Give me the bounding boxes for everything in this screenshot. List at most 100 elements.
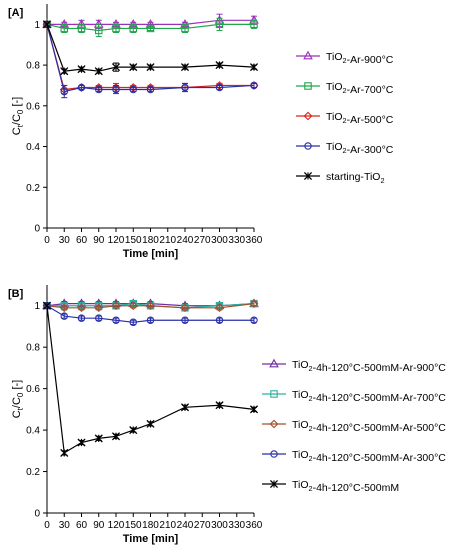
panelB-series-3-point: [59, 303, 69, 313]
panelA-series-5-point: [180, 63, 190, 72]
panelB-series-3-point: [94, 303, 104, 313]
panelA-y-tick-label: 0.8: [26, 61, 40, 72]
panelA-series-5-point: [60, 67, 69, 76]
panelB-series-3-line: [46, 303, 255, 309]
panelA-legend-label: TiO2-Ar-700°C: [326, 81, 394, 96]
panelA-series-3-line: [46, 24, 254, 91]
panelA-legend-label: TiO2-Ar-900°C: [326, 51, 394, 66]
panelA-legend-label: TiO2-Ar-300°C: [326, 141, 394, 156]
panelA-series-2-point: [181, 24, 189, 33]
panelB-x-tick-label: 360: [246, 520, 263, 531]
panelB-x-tick-label: 0: [44, 520, 50, 531]
panelA-legend-swatch-marker: [304, 142, 312, 150]
panelB-legend-swatch-marker: [270, 450, 278, 458]
panelA-series-2-point: [60, 24, 68, 33]
panelB-legend-swatch-marker: [269, 419, 279, 429]
panelB-legend-label: TiO2-4h-120°C-500mM-Ar-300°C: [292, 449, 446, 464]
panelA-y-tick-label: 1: [34, 20, 40, 31]
panelB-y-tick-label: 0.2: [26, 467, 40, 478]
panelB-series-5-point: [215, 401, 224, 410]
panelA-y-tick-label: 0: [34, 224, 40, 235]
panelB-series-5-point: [180, 403, 190, 412]
panelB-series-5-point: [60, 448, 69, 457]
panelA-series-2-point: [250, 20, 258, 29]
panelA-y-tick-label: 0.4: [26, 142, 40, 153]
panelB-series-5-point: [94, 434, 103, 443]
panelB-legend-label: TiO2-4h-120°C-500mM-Ar-500°C: [292, 419, 446, 434]
panelB-y-tick-label: 0.4: [26, 426, 40, 437]
panelB-series-3-point: [180, 303, 190, 313]
panelB-series-4-point: [181, 316, 189, 324]
panelA-series-5-point: [215, 61, 224, 70]
panelB-y-tick-label: 1: [34, 301, 40, 312]
panelA-series-4-point: [60, 87, 68, 96]
panelA-series-4-point: [181, 83, 189, 92]
panelA-series-4-point: [112, 85, 120, 94]
panelA-legend-label: starting-TiO2: [326, 171, 385, 185]
panelB-panel-label: [B]: [8, 288, 24, 300]
panelA-x-tick-label: 90: [93, 235, 105, 246]
panelB-x-tick-label: 270: [194, 520, 211, 531]
panelA-legend-swatch-marker: [304, 82, 312, 90]
panelA-series-4-point: [146, 85, 155, 94]
panelB-series-5-line: [46, 305, 255, 454]
panelA-series-4-point: [250, 81, 258, 90]
panelA-legend-swatch-marker: [303, 111, 313, 121]
panelA-x-tick-label: 180: [142, 235, 159, 246]
panelA-series-2-point: [77, 24, 86, 33]
panelB-x-tick-label: 30: [59, 520, 71, 531]
panelA-x-tick-label: 30: [59, 235, 71, 246]
panelB-legend-swatch-marker: [269, 358, 279, 368]
panelA-legend-swatch-marker: [303, 171, 313, 181]
panelA-series-5-point: [42, 20, 52, 29]
panelA-series-5-line: [46, 24, 255, 72]
panelA-series-5-point: [146, 63, 155, 72]
panelA-legend-label: TiO2-Ar-500°C: [326, 111, 394, 126]
panelA-series-4-point: [129, 85, 138, 94]
panelA-series-4-line: [46, 24, 255, 93]
panelA-x-tick-label: 210: [159, 235, 176, 246]
panelB-series-5-point: [129, 426, 138, 435]
panelB-series-4-point: [60, 312, 68, 320]
panelA-x-tick-label: 240: [177, 235, 194, 246]
panelA-x-tick-label: 120: [108, 235, 125, 246]
panelB-series-3-point: [77, 303, 86, 313]
panelB-legend-label: TiO2-4h-120°C-500mM: [292, 479, 399, 494]
panelB-series-5-point: [77, 438, 86, 447]
panelA-x-tick-label: 150: [125, 235, 142, 246]
panelB-x-tick-label: 90: [93, 520, 105, 531]
panelA-series-5-point: [77, 65, 86, 74]
panelB-x-tick-label: 60: [76, 520, 88, 531]
panelB-x-tick-label: 240: [177, 520, 194, 531]
panelA-series-2-point: [112, 24, 120, 33]
panelB-x-tick-label: 180: [142, 520, 159, 531]
panelA-y-axis-label: Ct/C0 [-]: [11, 97, 25, 135]
panelA-series-4-point: [95, 85, 103, 94]
panelB-series-4-point: [146, 316, 155, 324]
panelA-x-tick-label: 360: [246, 235, 263, 246]
panelB-series-4-line: [46, 305, 254, 323]
panelA-series-2-point: [215, 20, 224, 29]
panelA-x-tick-label: 0: [44, 235, 50, 246]
panelB-series-1-line: [46, 303, 255, 307]
panelA-series-4-point: [77, 83, 86, 92]
panelB-series-3-point: [111, 301, 121, 311]
panelB-series-4-point: [95, 314, 103, 322]
panelB-y-tick-label: 0.8: [26, 343, 40, 354]
panelB-x-tick-label: 210: [159, 520, 176, 531]
panelB-series-4-point: [112, 316, 120, 324]
panelA-x-axis-label: Time [min]: [123, 248, 179, 260]
panelA-series-2-point: [129, 24, 138, 33]
panelA-x-tick-label: 300: [211, 235, 228, 246]
panelB-y-tick-label: 0.6: [26, 384, 40, 395]
panelB-series-3-point: [249, 299, 259, 309]
panelA-series-1-line: [47, 19, 254, 25]
panelA-panel-label: [A]: [8, 7, 24, 19]
panelB-series-3-point: [128, 301, 138, 311]
panelB-series-5-point: [42, 301, 52, 310]
panelB-series-4-point: [250, 316, 258, 324]
panelB-series-3-point: [146, 301, 155, 311]
panelA-series-5-point: [129, 63, 138, 72]
